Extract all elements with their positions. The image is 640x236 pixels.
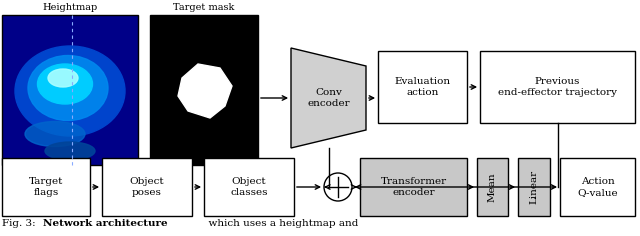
Text: Linear: Linear — [529, 170, 538, 204]
Text: Object
classes: Object classes — [230, 177, 268, 197]
Ellipse shape — [48, 69, 78, 87]
Polygon shape — [178, 64, 232, 118]
Text: Evaluation
action: Evaluation action — [394, 77, 451, 97]
Text: Target
flags: Target flags — [29, 177, 63, 197]
Text: which uses a heightmap and: which uses a heightmap and — [202, 219, 358, 228]
Text: Previous
end-effector trajectory: Previous end-effector trajectory — [498, 77, 617, 97]
Text: Heightmap: Heightmap — [42, 3, 98, 12]
FancyBboxPatch shape — [360, 158, 467, 216]
FancyBboxPatch shape — [2, 158, 90, 216]
FancyBboxPatch shape — [2, 15, 138, 165]
Text: Mean: Mean — [488, 172, 497, 202]
Polygon shape — [291, 48, 366, 148]
Circle shape — [324, 173, 352, 201]
Text: Conv
encoder: Conv encoder — [307, 88, 350, 108]
FancyBboxPatch shape — [378, 51, 467, 123]
FancyBboxPatch shape — [518, 158, 550, 216]
Ellipse shape — [15, 46, 125, 136]
Ellipse shape — [28, 55, 108, 121]
FancyBboxPatch shape — [480, 51, 635, 123]
FancyBboxPatch shape — [204, 158, 294, 216]
FancyBboxPatch shape — [150, 15, 258, 165]
Text: Network architecture: Network architecture — [43, 219, 168, 228]
Ellipse shape — [38, 64, 93, 104]
Text: Target mask: Target mask — [173, 3, 235, 12]
Ellipse shape — [25, 122, 85, 147]
Text: Fig. 3:: Fig. 3: — [2, 219, 39, 228]
Text: Transformer
encoder: Transformer encoder — [380, 177, 447, 197]
FancyBboxPatch shape — [560, 158, 635, 216]
FancyBboxPatch shape — [102, 158, 192, 216]
Text: Action
Q-value: Action Q-value — [577, 177, 618, 197]
Ellipse shape — [45, 142, 95, 160]
Text: Object
poses: Object poses — [130, 177, 164, 197]
FancyBboxPatch shape — [477, 158, 508, 216]
